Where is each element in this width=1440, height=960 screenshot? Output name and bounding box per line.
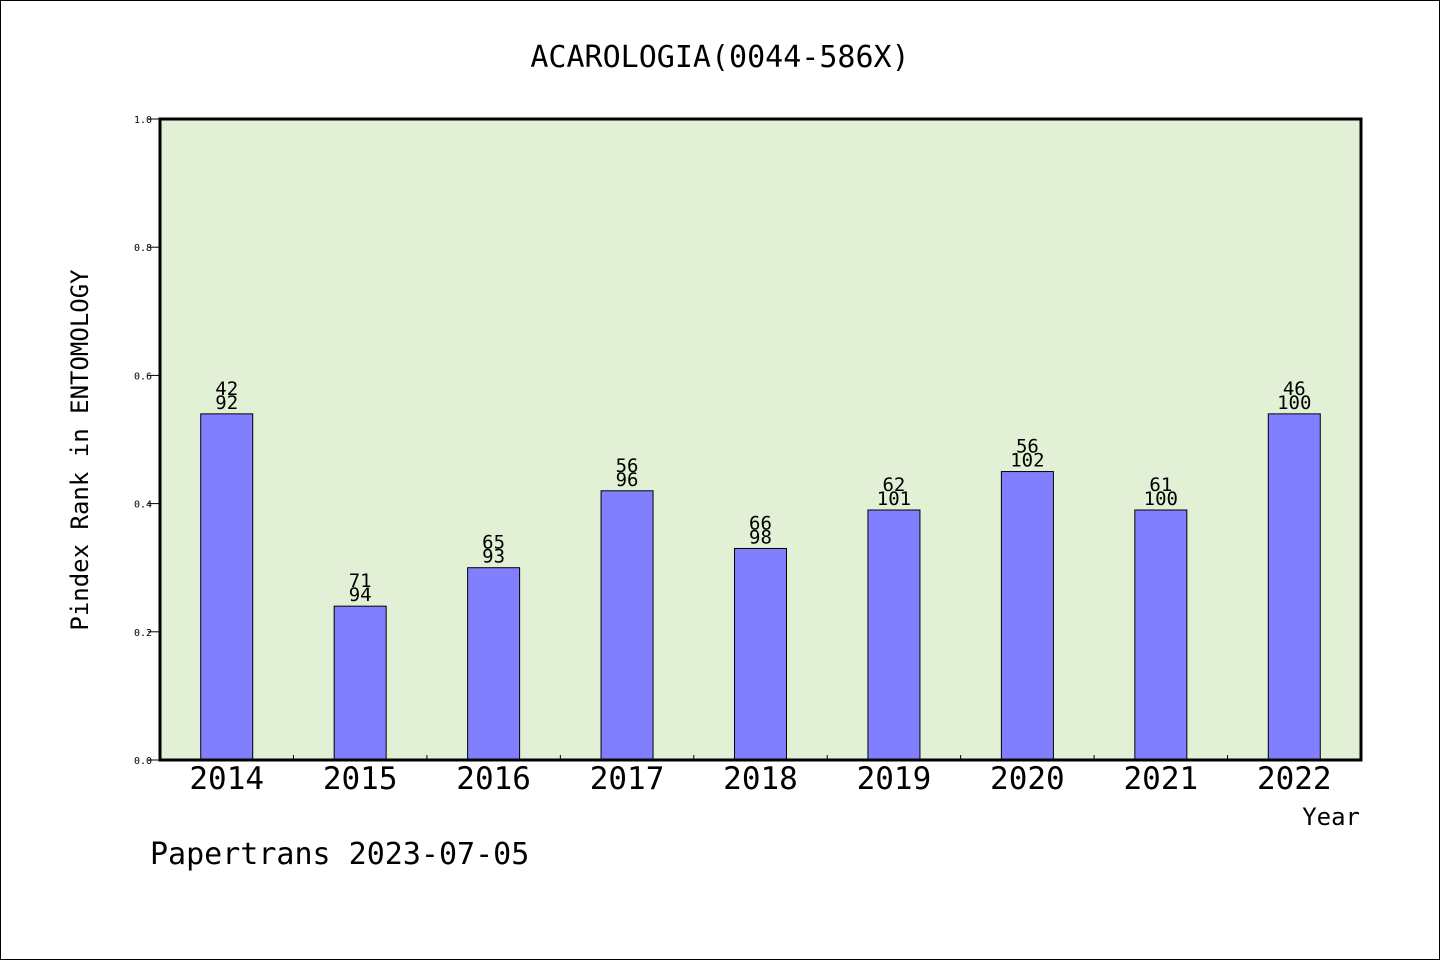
bar-label-bottom: 98 bbox=[749, 526, 772, 548]
footer-text: Papertrans 2023-07-05 bbox=[150, 837, 529, 872]
bar-label-top: 65 bbox=[482, 532, 505, 554]
y-tick-label: 0.4 bbox=[134, 500, 152, 511]
y-tick-label: 0.2 bbox=[134, 628, 152, 639]
plot-border bbox=[158, 117, 1363, 762]
x-tick-label: 2021 bbox=[1124, 761, 1199, 797]
bar-label-top: 42 bbox=[215, 378, 238, 400]
bar bbox=[1267, 413, 1321, 761]
y-tick-label: 0.8 bbox=[134, 243, 152, 254]
bar-label-top: 71 bbox=[349, 570, 372, 592]
chart-title: ACAROLOGIA(0044-586X) bbox=[530, 40, 909, 75]
y-axis-label: Pindex Rank in ENTOMOLOGY bbox=[66, 269, 94, 631]
x-axis-label: Year bbox=[1302, 803, 1360, 831]
y-tick-label: 0.6 bbox=[134, 371, 152, 382]
x-tick-label: 2016 bbox=[456, 761, 531, 797]
bar-label-top: 66 bbox=[749, 512, 772, 534]
bar bbox=[867, 509, 921, 761]
x-tick-label: 2018 bbox=[723, 761, 798, 797]
bar-label-top: 46 bbox=[1283, 378, 1306, 400]
bar-label-bottom: 100 bbox=[1144, 488, 1178, 510]
bar-label-top: 56 bbox=[1016, 436, 1039, 458]
bar-label-bottom: 101 bbox=[877, 488, 911, 510]
bar-label-bottom: 92 bbox=[215, 392, 238, 414]
y-tick-label: 0.0 bbox=[134, 756, 152, 767]
bar-label-bottom: 94 bbox=[349, 584, 372, 606]
x-tick-label: 2020 bbox=[990, 761, 1065, 797]
bar bbox=[734, 547, 787, 761]
bar-label-top: 56 bbox=[616, 455, 639, 477]
x-tick-label: 2014 bbox=[189, 761, 264, 797]
y-tick-label: 1.0 bbox=[134, 115, 152, 126]
bar bbox=[200, 413, 254, 761]
bar bbox=[333, 605, 387, 761]
x-tick-label: 2022 bbox=[1257, 761, 1332, 797]
x-tick-label: 2019 bbox=[857, 761, 932, 797]
bar-label-top: 61 bbox=[1149, 474, 1172, 496]
x-tick-label: 2015 bbox=[323, 761, 398, 797]
bar bbox=[467, 567, 521, 761]
bar-label-bottom: 96 bbox=[616, 469, 639, 491]
bar bbox=[1000, 471, 1054, 761]
bar bbox=[1134, 509, 1188, 761]
x-tick-label: 2017 bbox=[590, 761, 665, 797]
bar-label-bottom: 102 bbox=[1010, 450, 1044, 472]
bar bbox=[600, 490, 654, 761]
bar-label-bottom: 100 bbox=[1277, 392, 1311, 414]
bar-label-top: 62 bbox=[882, 474, 905, 496]
bar-label-bottom: 93 bbox=[482, 546, 505, 568]
